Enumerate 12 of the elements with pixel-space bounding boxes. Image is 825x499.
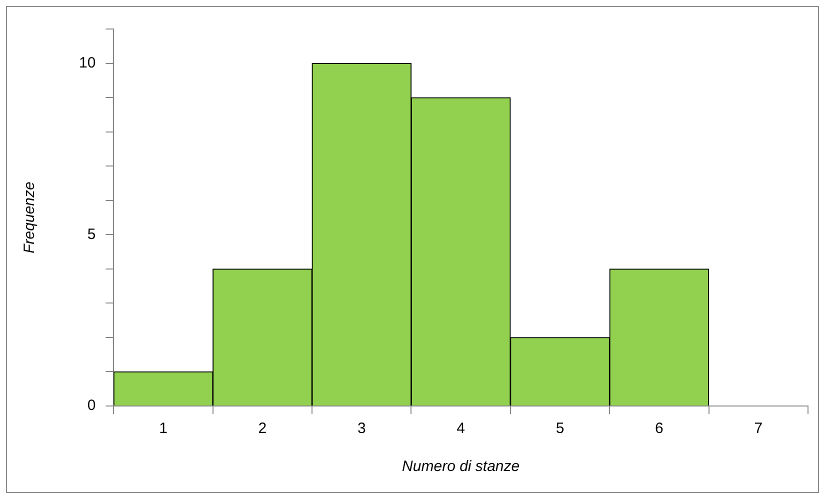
x-tick-label: 4 — [456, 420, 466, 438]
y-tick-label: 5 — [87, 226, 96, 243]
x-tick-label: 2 — [258, 420, 267, 438]
x-tick-label: 6 — [655, 420, 664, 438]
x-tick-label: 7 — [754, 420, 763, 438]
y-tick-label: 10 — [78, 54, 96, 72]
x-tick-label: 5 — [556, 420, 564, 438]
x-tick-label: 1 — [159, 420, 168, 438]
y-axis-title: Frequenze — [21, 182, 38, 254]
y-tick-label: 0 — [87, 397, 96, 414]
x-axis-title: Numero di stanze — [402, 458, 520, 476]
x-tick-label: 3 — [357, 420, 366, 438]
